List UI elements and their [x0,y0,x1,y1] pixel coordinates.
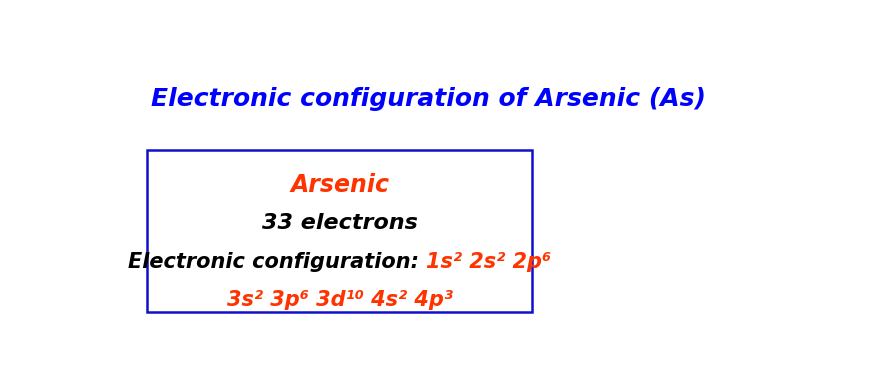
Text: Electronic configuration:: Electronic configuration: [128,252,426,272]
FancyBboxPatch shape [148,149,531,312]
Text: 3s² 3p⁶ 3d¹⁰ 4s² 4p³: 3s² 3p⁶ 3d¹⁰ 4s² 4p³ [227,290,452,310]
Text: 33 electrons: 33 electrons [262,214,417,233]
Text: Electronic configuration of Arsenic (As): Electronic configuration of Arsenic (As) [151,87,705,111]
Text: Arsenic: Arsenic [290,173,389,197]
Text: 1s² 2s² 2p⁶: 1s² 2s² 2p⁶ [426,252,551,272]
